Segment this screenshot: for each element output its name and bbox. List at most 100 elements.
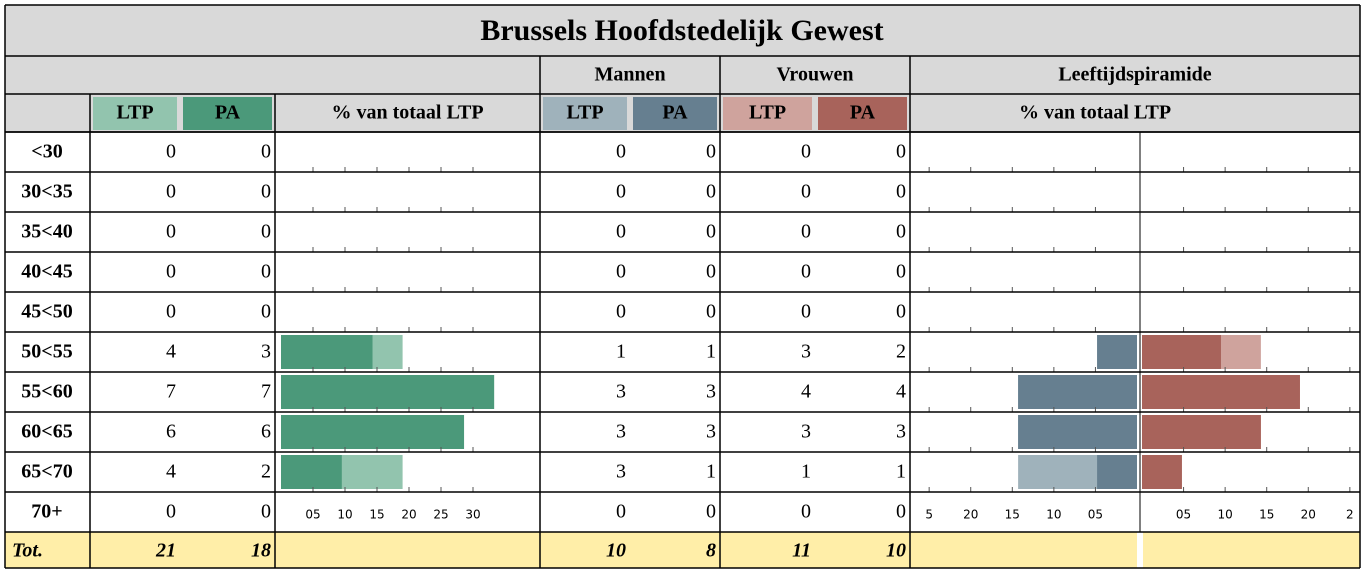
column-header: LTP — [116, 102, 153, 124]
cell-value: 4 — [801, 381, 811, 403]
cell-value: 0 — [706, 181, 716, 203]
cell-value: 0 — [896, 301, 906, 323]
cell-value: 6 — [166, 421, 176, 443]
row-label: 70+ — [31, 501, 62, 523]
total-bg — [275, 532, 540, 568]
cell-value: 0 — [706, 141, 716, 163]
column-header: PA — [215, 102, 241, 124]
total-value: 8 — [706, 540, 716, 562]
cell-value: 1 — [706, 341, 716, 363]
bar — [1018, 375, 1137, 409]
cell-value: 0 — [896, 221, 906, 243]
tick-label: 05 — [1088, 508, 1103, 522]
total-value: 21 — [155, 540, 176, 562]
title-bg — [5, 5, 1360, 56]
total-value: 11 — [792, 540, 811, 562]
tick-label: 10 — [337, 508, 352, 522]
cell-value: 2 — [261, 461, 271, 483]
cell-value: 0 — [801, 501, 811, 523]
cell-value: 2 — [896, 341, 906, 363]
column-header: PA — [850, 102, 876, 124]
bar — [1142, 335, 1221, 369]
bar — [281, 375, 495, 409]
cell-value: 3 — [616, 421, 626, 443]
tick-label: 30 — [465, 508, 480, 522]
bar — [1018, 415, 1137, 449]
cell-value: 0 — [166, 221, 176, 243]
cell-value: 0 — [261, 141, 271, 163]
cell-value: 6 — [261, 421, 271, 443]
cell-value: 0 — [261, 501, 271, 523]
cell-value: 0 — [166, 181, 176, 203]
header-cell — [543, 97, 627, 130]
cell-value: 3 — [706, 421, 716, 443]
tick-label: 15 — [369, 508, 384, 522]
tick-label: 20 — [1301, 508, 1316, 522]
cell-value: 3 — [801, 341, 811, 363]
cell-value: 3 — [706, 381, 716, 403]
cell-value: 0 — [801, 221, 811, 243]
row-label: 55<60 — [21, 381, 72, 403]
bar — [281, 335, 373, 369]
tick-label: 15 — [1259, 508, 1274, 522]
cell-value: 0 — [706, 221, 716, 243]
header-cell — [633, 97, 717, 130]
cell-value: 0 — [801, 141, 811, 163]
total-label: Tot. — [12, 540, 43, 562]
cell-value: 0 — [616, 261, 626, 283]
cell-value: 7 — [166, 381, 176, 403]
group-bg — [5, 56, 1360, 94]
cell-value: 3 — [616, 461, 626, 483]
row-label: 40<45 — [21, 261, 72, 283]
group-header: Leeftijdspiramide — [1058, 64, 1211, 86]
column-header: % van totaal LTP — [331, 102, 483, 124]
total-bg — [910, 532, 1137, 568]
group-header: Vrouwen — [776, 64, 853, 86]
bar — [281, 455, 342, 489]
cell-value: 0 — [801, 261, 811, 283]
cell-value: 0 — [616, 301, 626, 323]
row-label: <30 — [31, 141, 62, 163]
column-header: LTP — [566, 102, 603, 124]
cell-value: 0 — [261, 261, 271, 283]
cell-value: 4 — [896, 381, 906, 403]
tick-label: 05 — [305, 508, 320, 522]
row-label: 50<55 — [21, 341, 72, 363]
row-label: 45<50 — [21, 301, 72, 323]
row-label: 65<70 — [21, 461, 72, 483]
cell-value: 0 — [616, 181, 626, 203]
cell-value: 3 — [261, 341, 271, 363]
cell-value: 0 — [166, 261, 176, 283]
tick-label: 10 — [1046, 508, 1061, 522]
title: Brussels Hoofdstedelijk Gewest — [480, 14, 883, 47]
cell-value: 0 — [896, 141, 906, 163]
cell-value: 1 — [616, 341, 626, 363]
total-bg — [540, 532, 910, 568]
header-cell — [818, 97, 907, 130]
row-label: 35<40 — [21, 221, 72, 243]
cell-value: 0 — [166, 141, 176, 163]
cell-value: 0 — [706, 261, 716, 283]
cell-value: 0 — [261, 221, 271, 243]
cell-value: 0 — [616, 501, 626, 523]
bar — [281, 415, 465, 449]
total-value: 10 — [886, 540, 906, 562]
cell-value: 1 — [896, 461, 906, 483]
header-cell — [183, 97, 272, 130]
tick-label: 20 — [401, 508, 416, 522]
tick-label: 10 — [1217, 508, 1232, 522]
bar — [1142, 375, 1300, 409]
cell-value: 0 — [896, 501, 906, 523]
cell-value: 0 — [616, 221, 626, 243]
header-cell — [93, 97, 177, 130]
cell-value: 0 — [261, 301, 271, 323]
tick-label: 2 — [1346, 508, 1354, 522]
cell-value: 1 — [801, 461, 811, 483]
cell-value: 0 — [801, 181, 811, 203]
cell-value: 0 — [801, 301, 811, 323]
tick-label: 05 — [1176, 508, 1191, 522]
tick-label: 20 — [963, 508, 978, 522]
cell-value: 0 — [896, 261, 906, 283]
column-header: PA — [662, 102, 688, 124]
row-label: 60<65 — [21, 421, 72, 443]
